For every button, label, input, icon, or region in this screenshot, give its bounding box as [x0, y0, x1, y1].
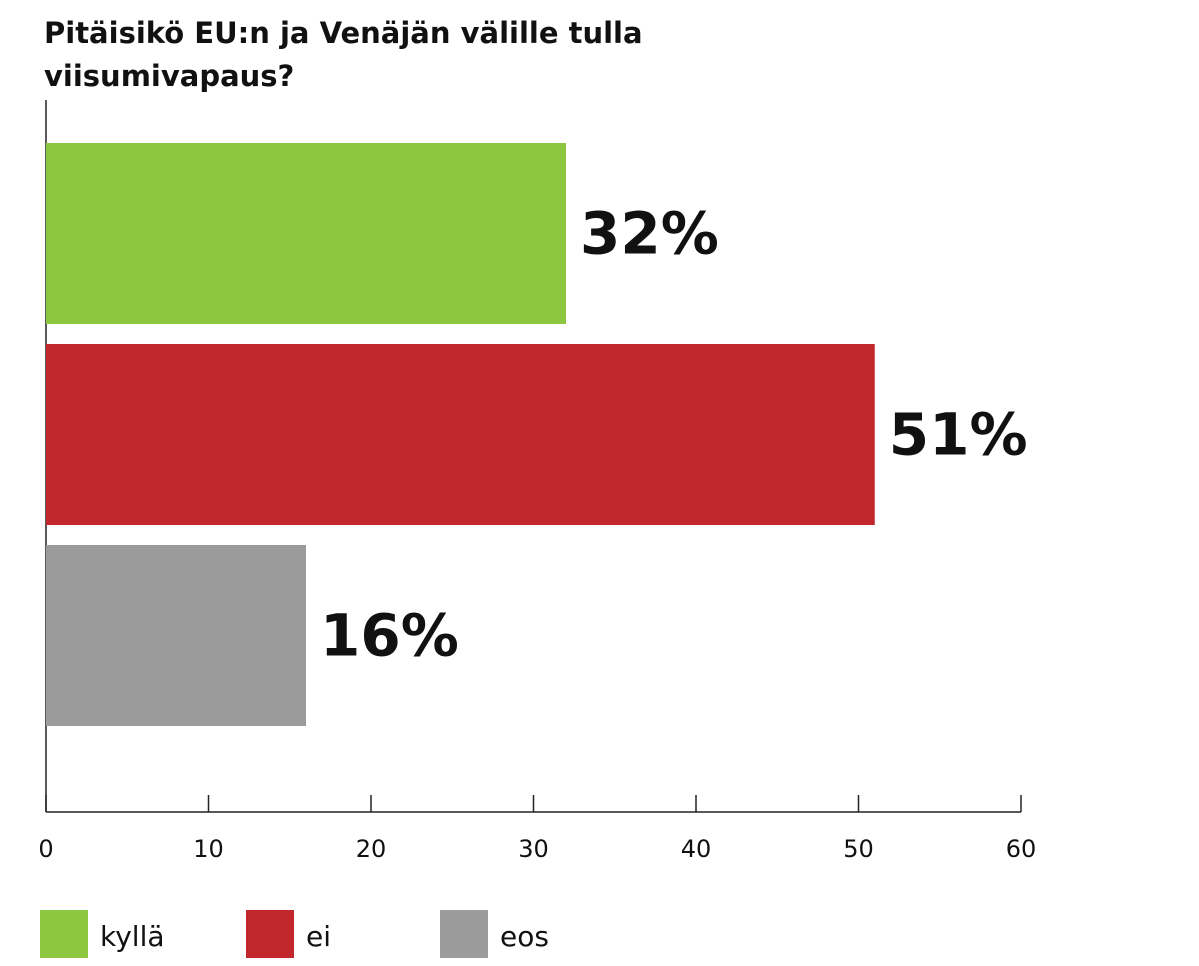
- x-tick-label: 50: [843, 835, 874, 863]
- value-label: 32%: [580, 200, 719, 268]
- x-tick-label: 20: [356, 835, 387, 863]
- value-label: 16%: [320, 602, 459, 670]
- bar: [46, 344, 875, 525]
- legend-swatch: [40, 910, 88, 958]
- x-tick-label: 40: [681, 835, 712, 863]
- x-tick-label: 0: [38, 835, 53, 863]
- legend-swatch: [440, 910, 488, 958]
- value-label: 51%: [889, 401, 1028, 469]
- legend-label: ei: [306, 920, 331, 953]
- legend-swatch: [246, 910, 294, 958]
- x-tick-label: 10: [193, 835, 224, 863]
- legend-label: kyllä: [100, 920, 165, 953]
- legend-label: eos: [500, 920, 549, 953]
- chart-title: Pitäisikö EU:n ja Venäjän välille tulla …: [44, 16, 643, 93]
- bar: [46, 143, 566, 324]
- x-tick-label: 30: [518, 835, 549, 863]
- x-tick-label: 60: [1006, 835, 1037, 863]
- bar: [46, 545, 306, 726]
